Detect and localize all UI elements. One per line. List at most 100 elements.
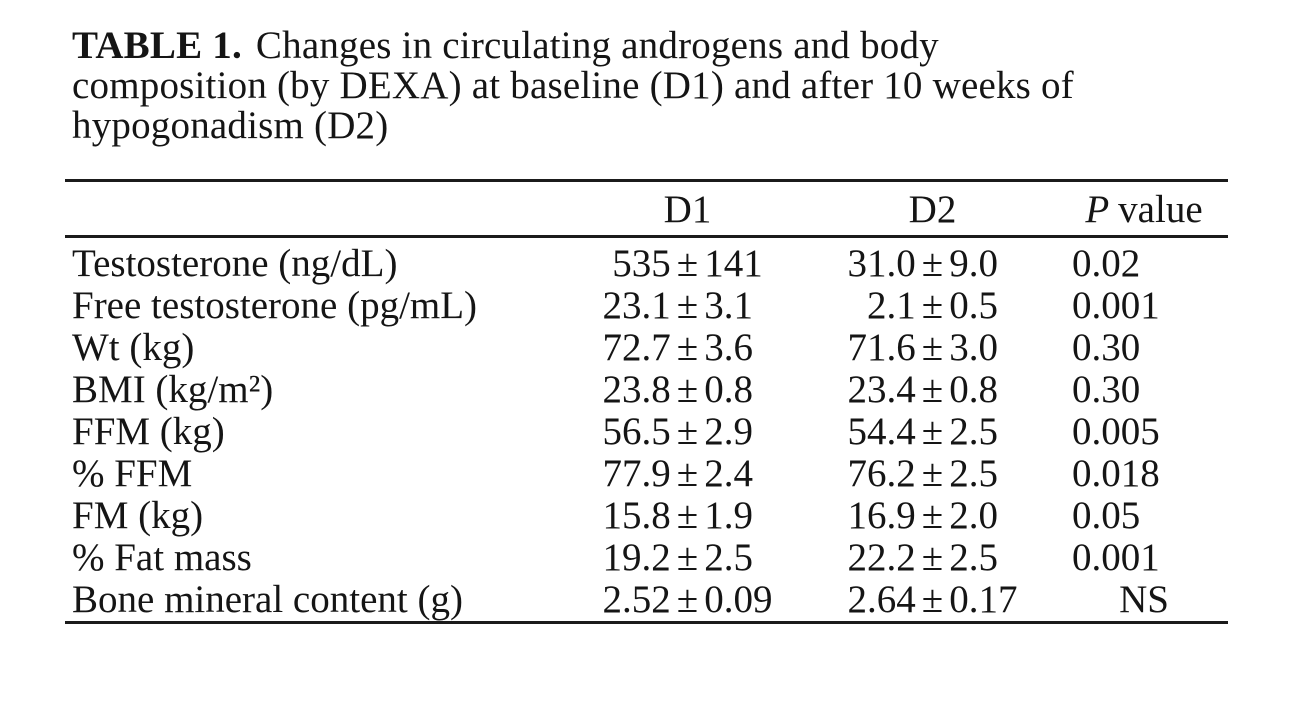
d2-sd: 2.5 (949, 410, 998, 453)
row-label: FM (kg) (72, 494, 204, 537)
plus-minus-symbol: ± (921, 536, 944, 579)
d1-sd: 0.8 (704, 368, 753, 411)
plus-minus-symbol: ± (676, 410, 699, 453)
d2-value-cell: 16.9 ±2.0 (805, 495, 1060, 537)
d2-sd: 0.5 (949, 284, 998, 327)
p-value-cell: 0.001 (1072, 536, 1160, 579)
d1-mean: 535 (612, 242, 671, 285)
d1-mean: 15.8 (602, 494, 671, 537)
d2-sd: 2.0 (949, 494, 998, 537)
plus-minus-symbol: ± (921, 452, 944, 495)
table-row: % Fat mass 19.2 ±2.5 22.2 ±2.5 0.001 (65, 537, 1228, 579)
row-label: Testosterone (ng/dL) (72, 242, 398, 285)
d2-value-cell: 22.2 ±2.5 (805, 537, 1060, 579)
d2-value-cell: 54.4 ±2.5 (805, 411, 1060, 453)
caption-line-2: composition (by DEXA) at baseline (D1) a… (72, 64, 1074, 107)
d1-sd: 2.9 (704, 410, 753, 453)
table-row: BMI (kg/m²) 23.8 ±0.8 23.4 ±0.8 0.30 (65, 369, 1228, 411)
d2-mean: 54.4 (847, 410, 916, 453)
d2-mean: 76.2 (847, 452, 916, 495)
plus-minus-symbol: ± (676, 452, 699, 495)
plus-minus-symbol: ± (676, 536, 699, 579)
d1-value-cell: 77.9 ±2.4 (570, 453, 805, 495)
d2-value-cell: 71.6 ±3.0 (805, 327, 1060, 369)
d2-value-cell: 31.0 ±9.0 (805, 237, 1060, 286)
row-label: Wt (kg) (72, 326, 195, 369)
plus-minus-symbol: ± (921, 326, 944, 369)
d2-mean: 2.64 (847, 578, 916, 621)
p-value-cell: 0.05 (1072, 494, 1141, 537)
p-value-cell: 0.018 (1072, 452, 1160, 495)
p-value-cell: 0.30 (1072, 368, 1141, 411)
plus-minus-symbol: ± (921, 410, 944, 453)
header-p-italic: P (1085, 188, 1110, 231)
table-row: Free testosterone (pg/mL) 23.1 ±3.1 2.1 ±0… (65, 285, 1228, 327)
p-value-cell: 0.001 (1072, 284, 1160, 327)
d2-sd: 2.5 (949, 452, 998, 495)
caption-line-3: hypogonadism (D2) (72, 104, 389, 147)
d2-sd: 3.0 (949, 326, 998, 369)
d1-sd: 141 (704, 242, 763, 285)
d2-mean: 22.2 (847, 536, 916, 579)
plus-minus-symbol: ± (676, 578, 699, 621)
d2-sd: 0.8 (949, 368, 998, 411)
table-row: FFM (kg) 56.5 ±2.9 54.4 ±2.5 0.005 (65, 411, 1228, 453)
d1-mean: 2.52 (602, 578, 671, 621)
header-p-rest: value (1118, 188, 1203, 231)
d2-value-cell: 2.1 ±0.5 (805, 285, 1060, 327)
table-row: Testosterone (ng/dL) 535 ±141 31.0 ±9.0 0.… (65, 237, 1228, 286)
p-value-cell: 0.02 (1072, 242, 1141, 285)
d2-mean: 2.1 (867, 284, 916, 327)
table-caption: TABLE 1. Changes in circulating androgens… (72, 26, 1300, 146)
d2-mean: 31.0 (847, 242, 916, 285)
d1-sd: 2.5 (704, 536, 753, 579)
d2-sd: 9.0 (949, 242, 998, 285)
d1-mean: 72.7 (602, 326, 671, 369)
table-row: Bone mineral content (g) 2.52 ±0.09 2.64 ±… (65, 579, 1228, 623)
row-label: FFM (kg) (72, 410, 225, 453)
d1-sd: 3.6 (704, 326, 753, 369)
d1-value-cell: 23.1 ±3.1 (570, 285, 805, 327)
d1-value-cell: 19.2 ±2.5 (570, 537, 805, 579)
header-d1: D1 (570, 180, 805, 238)
d2-mean: 71.6 (847, 326, 916, 369)
plus-minus-symbol: ± (676, 326, 699, 369)
d1-mean: 23.8 (602, 368, 671, 411)
plus-minus-symbol: ± (921, 242, 944, 285)
row-label: Free testosterone (pg/mL) (72, 284, 478, 327)
d1-value-cell: 56.5 ±2.9 (570, 411, 805, 453)
d1-mean: 23.1 (602, 284, 671, 327)
plus-minus-symbol: ± (921, 494, 944, 537)
table-row: Wt (kg) 72.7 ±3.6 71.6 ±3.0 0.30 (65, 327, 1228, 369)
d1-mean: 77.9 (602, 452, 671, 495)
d2-sd: 0.17 (949, 578, 1018, 621)
header-d2: D2 (805, 180, 1060, 238)
d1-value-cell: 15.8 ±1.9 (570, 495, 805, 537)
d1-mean: 19.2 (602, 536, 671, 579)
d1-value-cell: 72.7 ±3.6 (570, 327, 805, 369)
d1-sd: 2.4 (704, 452, 753, 495)
table-number-label: TABLE 1. (72, 24, 242, 67)
d2-value-cell: 2.64 ±0.17 (805, 579, 1060, 623)
plus-minus-symbol: ± (676, 242, 699, 285)
plus-minus-symbol: ± (676, 284, 699, 327)
table-body: Testosterone (ng/dL) 535 ±141 31.0 ±9.0 0.… (65, 237, 1228, 623)
d1-sd: 0.09 (704, 578, 773, 621)
plus-minus-symbol: ± (921, 284, 944, 327)
d1-sd: 1.9 (704, 494, 753, 537)
header-empty-cell (65, 180, 570, 238)
row-label: BMI (kg/m²) (72, 368, 274, 411)
caption-line-1: TABLE 1. Changes in circulating androgens… (72, 26, 1300, 66)
row-label: % Fat mass (72, 536, 252, 579)
row-label: % FFM (72, 452, 193, 495)
d1-mean: 56.5 (602, 410, 671, 453)
d1-value-cell: 23.8 ±0.8 (570, 369, 805, 411)
d1-sd: 3.1 (704, 284, 753, 327)
p-value-cell: NS (1119, 578, 1169, 621)
p-value-cell: 0.005 (1072, 410, 1160, 453)
d2-mean: 23.4 (847, 368, 916, 411)
